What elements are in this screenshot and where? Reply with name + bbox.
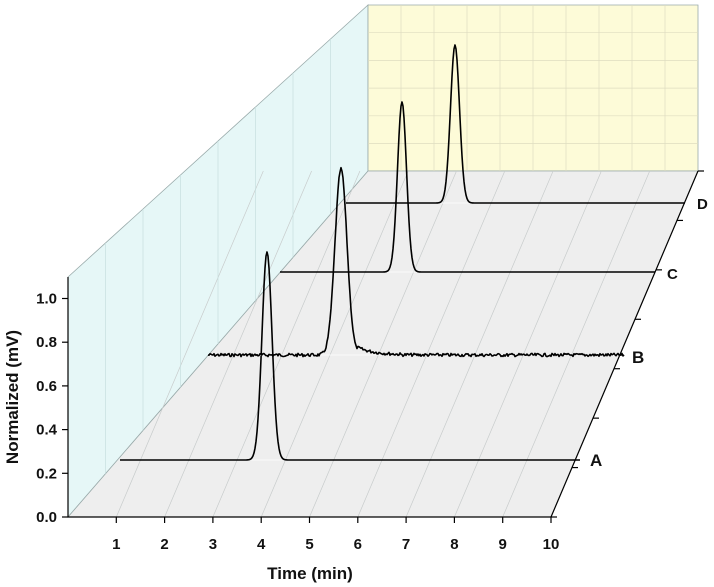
y-tick-label: 0.2 — [36, 465, 57, 482]
y-tick-label: 0.4 — [36, 422, 58, 439]
x-tick-label: 1 — [112, 536, 120, 553]
trace-A — [120, 251, 580, 461]
trace-C — [280, 101, 655, 273]
series-label-C: C — [667, 266, 678, 283]
series-label-B: B — [632, 348, 644, 367]
x-tick-label: 5 — [305, 536, 313, 553]
x-tick-label: 10 — [543, 536, 560, 553]
x-tick-label: 2 — [160, 536, 168, 553]
x-tick-label: 9 — [499, 536, 507, 553]
x-tick-label: 3 — [209, 536, 217, 553]
x-axis-title: Time (min) — [267, 564, 353, 583]
trace-D — [346, 44, 685, 204]
y-tick-label: 0.6 — [36, 378, 57, 395]
x-tick-label: 7 — [402, 536, 410, 553]
y-tick-label: 0.0 — [36, 509, 57, 526]
y-tick-label: 1.0 — [36, 291, 57, 308]
axis-ticks: 1 2 3 4 5 6 7 8 9 10 0.0 0.2 0.4 0.6 0.8 1.0 — [36, 170, 704, 553]
trace-B — [207, 166, 625, 358]
y-axis-title: Normalized (mV) — [3, 330, 22, 464]
chromatogram-traces: A B C D — [120, 44, 708, 470]
x-tick-label: 8 — [450, 536, 458, 553]
x-tick-label: 4 — [257, 536, 266, 553]
y-tick-label: 0.8 — [36, 334, 57, 351]
series-label-A: A — [590, 451, 602, 470]
x-tick-label: 6 — [354, 536, 362, 553]
series-label-D: D — [697, 196, 708, 213]
